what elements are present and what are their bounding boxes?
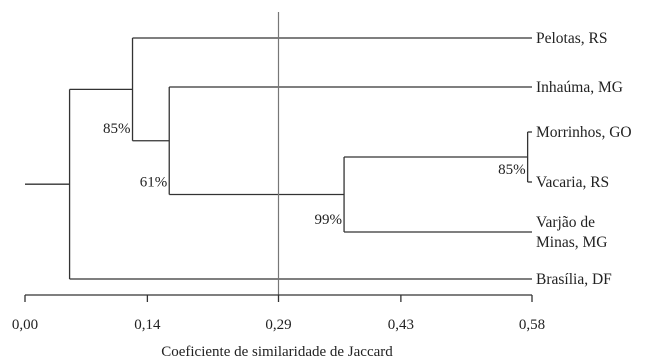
leaf-label-L3: Morrinhos, GO <box>536 124 632 141</box>
x-axis-label: Coeficiente de similaridade de Jaccard <box>161 344 393 360</box>
leaf-label-L4: Vacaria, RS <box>536 174 609 191</box>
support-label-N3: 61% <box>140 175 168 191</box>
leaf-label-L6: Brasília, DF <box>536 271 612 288</box>
x-axis: 0,00 0,14 0,29 0,43 0,58 <box>12 294 545 333</box>
leaf-label-L1: Pelotas, RS <box>536 30 607 47</box>
support-labels: 85% 99% 61% 85% <box>103 121 526 228</box>
x-tick-label: 0,43 <box>388 317 414 333</box>
x-tick-label: 0,58 <box>519 317 545 333</box>
leaf-label-L5: Varjão de <box>536 214 595 231</box>
leaf-label-L2: Inhaúma, MG <box>536 79 623 96</box>
support-label-N2: 99% <box>315 212 343 228</box>
support-label-N1: 85% <box>498 162 526 178</box>
leaf-labels: Pelotas, RS Inhaúma, MG Morrinhos, GO Vacar… <box>536 30 632 288</box>
dendrogram-branches <box>25 12 532 295</box>
x-tick-label: 0,14 <box>134 317 161 333</box>
support-label-N4: 85% <box>103 121 131 137</box>
x-tick-label: 0,29 <box>265 317 291 333</box>
x-tick-label: 0,00 <box>12 317 38 333</box>
leaf-label-L5: Minas, MG <box>536 234 607 251</box>
